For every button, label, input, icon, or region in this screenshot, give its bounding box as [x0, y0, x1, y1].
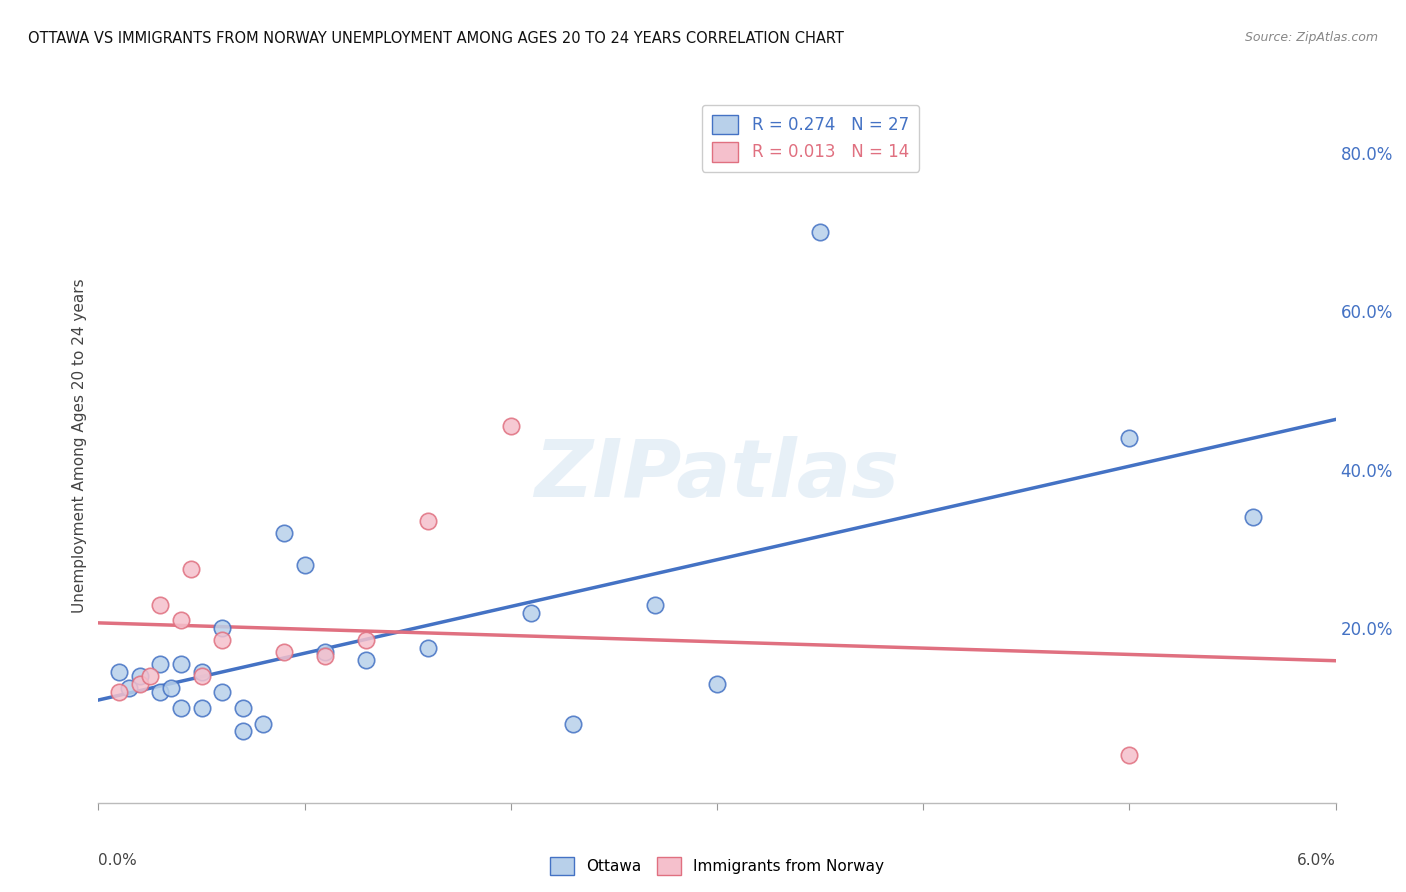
Point: [808, 225, 831, 239]
Point: [314, 649, 336, 664]
Point: [128, 669, 150, 683]
Text: 6.0%: 6.0%: [1296, 853, 1336, 868]
Point: [706, 677, 728, 691]
Point: [644, 598, 666, 612]
Point: [273, 526, 295, 541]
Point: [418, 514, 440, 528]
Point: [1241, 510, 1264, 524]
Point: [190, 665, 212, 679]
Point: [149, 657, 172, 671]
Text: OTTAWA VS IMMIGRANTS FROM NORWAY UNEMPLOYMENT AMONG AGES 20 TO 24 YEARS CORRELAT: OTTAWA VS IMMIGRANTS FROM NORWAY UNEMPLO…: [28, 31, 844, 46]
Legend: Ottawa, Immigrants from Norway: Ottawa, Immigrants from Norway: [544, 851, 890, 880]
Point: [108, 685, 131, 699]
Point: [418, 641, 440, 656]
Point: [211, 621, 233, 635]
Point: [149, 685, 172, 699]
Point: [108, 665, 131, 679]
Text: 0.0%: 0.0%: [98, 853, 138, 868]
Text: ZIPatlas: ZIPatlas: [534, 435, 900, 514]
Point: [356, 633, 378, 648]
Point: [273, 645, 295, 659]
Point: [159, 681, 181, 695]
Point: [314, 645, 336, 659]
Point: [190, 700, 212, 714]
Point: [520, 606, 543, 620]
Point: [499, 419, 522, 434]
Point: [149, 598, 172, 612]
Point: [232, 724, 254, 739]
Point: [118, 681, 141, 695]
Point: [1118, 431, 1140, 445]
Point: [1118, 748, 1140, 763]
Point: [139, 669, 162, 683]
Point: [232, 700, 254, 714]
Point: [294, 558, 316, 572]
Point: [128, 677, 150, 691]
Point: [190, 669, 212, 683]
Text: Source: ZipAtlas.com: Source: ZipAtlas.com: [1244, 31, 1378, 45]
Point: [252, 716, 274, 731]
Point: [170, 700, 193, 714]
Point: [170, 657, 193, 671]
Point: [561, 716, 583, 731]
Y-axis label: Unemployment Among Ages 20 to 24 years: Unemployment Among Ages 20 to 24 years: [72, 278, 87, 614]
Point: [356, 653, 378, 667]
Point: [211, 633, 233, 648]
Point: [211, 685, 233, 699]
Point: [170, 614, 193, 628]
Point: [180, 562, 202, 576]
